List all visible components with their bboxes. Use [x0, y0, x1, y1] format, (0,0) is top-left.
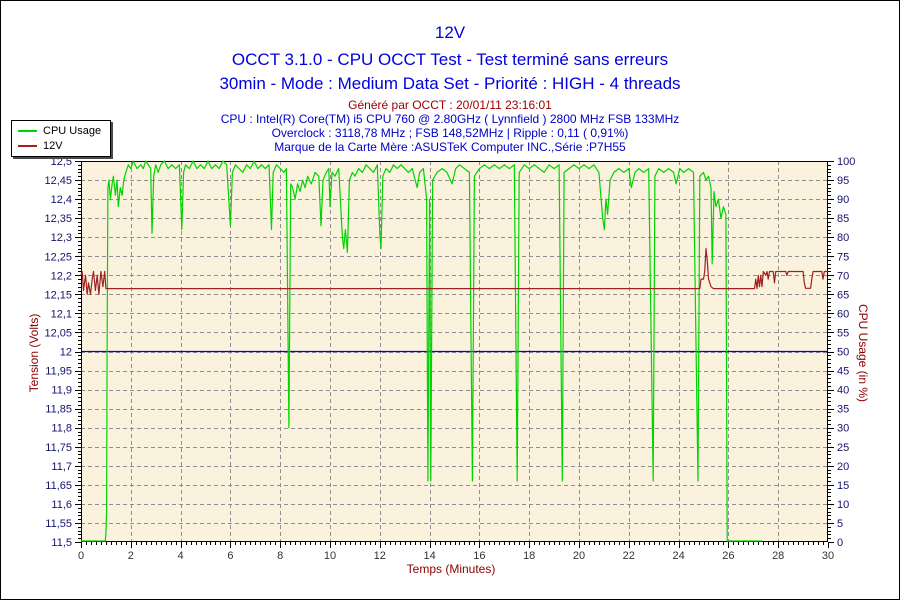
svg-text:16: 16 — [473, 550, 485, 562]
plot-root: 0 2 4 6 8 10 12 14 16 18 20 22 24 26 28 3011,511,5511,6… — [44, 156, 855, 562]
svg-text:11,75: 11,75 — [45, 442, 72, 454]
plot-border — [81, 161, 828, 542]
svg-text:6: 6 — [227, 550, 233, 562]
generated-timestamp: Généré par OCCT : 20/01/11 23:16:01 — [348, 98, 552, 112]
svg-text:11,9: 11,9 — [51, 385, 72, 397]
axis-ticks — [75, 161, 834, 548]
svg-text:50: 50 — [837, 347, 849, 359]
svg-text:12: 12 — [374, 550, 386, 562]
svg-text:12,3: 12,3 — [51, 232, 72, 244]
svg-text:12,45: 12,45 — [44, 175, 72, 187]
svg-text:30: 30 — [837, 423, 849, 435]
svg-text:12,15: 12,15 — [44, 289, 72, 301]
overclock-info-line: Overclock : 3118,78 MHz ; FSB 148,52MHz … — [271, 126, 629, 140]
svg-text:75: 75 — [837, 251, 849, 263]
svg-text:12,1: 12,1 — [51, 308, 72, 320]
legend-label-12v: 12V — [43, 139, 63, 152]
svg-text:20: 20 — [573, 550, 585, 562]
svg-text:18: 18 — [523, 550, 535, 562]
svg-text:80: 80 — [837, 232, 849, 244]
voltage-12v-line — [80, 248, 828, 295]
svg-text:12,4: 12,4 — [51, 194, 72, 206]
svg-text:90: 90 — [837, 194, 849, 206]
svg-text:12,5: 12,5 — [51, 156, 72, 168]
svg-text:12,25: 12,25 — [44, 251, 72, 263]
svg-text:11,5: 11,5 — [51, 537, 72, 549]
cpu-usage-line — [81, 160, 762, 542]
svg-text:28: 28 — [772, 550, 784, 562]
svg-text:85: 85 — [837, 213, 849, 225]
svg-text:22: 22 — [623, 550, 635, 562]
svg-text:11,55: 11,55 — [45, 518, 72, 530]
motherboard-info-line: Marque de la Carte Mère :ASUSTeK Compute… — [274, 140, 626, 154]
legend-item-cpu-usage: CPU Usage — [18, 123, 101, 138]
svg-text:4: 4 — [178, 550, 184, 562]
svg-text:11,95: 11,95 — [45, 366, 72, 378]
svg-text:95: 95 — [837, 175, 849, 187]
test-settings-subtitle: 30min - Mode : Medium Data Set - Priorit… — [219, 74, 681, 93]
svg-text:30: 30 — [822, 550, 834, 562]
svg-text:11,85: 11,85 — [45, 404, 72, 416]
svg-text:12,05: 12,05 — [44, 327, 72, 339]
svg-text:25: 25 — [837, 442, 849, 454]
voltage-line-swatch — [18, 144, 37, 147]
svg-text:14: 14 — [423, 550, 435, 562]
chart-title: 12V — [434, 23, 466, 42]
svg-text:0: 0 — [78, 550, 84, 562]
svg-text:0: 0 — [837, 537, 843, 549]
svg-text:12,35: 12,35 — [44, 213, 72, 225]
y-right-axis-title: CPU Usage (in %) — [856, 303, 870, 403]
svg-text:65: 65 — [837, 289, 849, 301]
cpu-usage-line-swatch — [18, 129, 37, 132]
legend-item-12v: 12V — [18, 138, 101, 153]
svg-text:55: 55 — [837, 327, 849, 339]
svg-text:45: 45 — [837, 366, 849, 378]
svg-text:2: 2 — [128, 550, 134, 562]
svg-text:100: 100 — [837, 156, 855, 168]
svg-text:10: 10 — [324, 550, 336, 562]
y-left-axis-title: Tension (Volts) — [27, 313, 41, 393]
svg-text:5: 5 — [837, 518, 843, 530]
svg-text:10: 10 — [837, 499, 849, 511]
svg-text:24: 24 — [672, 550, 684, 562]
svg-text:26: 26 — [722, 550, 734, 562]
legend-label-cpu-usage: CPU Usage — [43, 124, 102, 137]
svg-text:12,2: 12,2 — [51, 270, 72, 282]
svg-text:70: 70 — [837, 270, 849, 282]
test-result-subtitle: OCCT 3.1.0 - CPU OCCT Test - Test termin… — [231, 50, 669, 69]
svg-text:60: 60 — [837, 308, 849, 320]
svg-text:35: 35 — [837, 404, 849, 416]
svg-text:11,6: 11,6 — [51, 499, 72, 511]
svg-text:11,65: 11,65 — [45, 480, 72, 492]
svg-text:11,8: 11,8 — [51, 423, 72, 435]
svg-text:40: 40 — [837, 385, 849, 397]
tick-labels: 0 2 4 6 8 10 12 14 16 18 20 22 24 26 28 3011,511,5511,6… — [44, 156, 855, 562]
svg-text:12: 12 — [60, 347, 72, 359]
svg-text:11,7: 11,7 — [51, 461, 72, 473]
svg-text:8: 8 — [277, 550, 283, 562]
chart-legend: CPU Usage 12V — [11, 120, 112, 157]
svg-text:15: 15 — [837, 480, 849, 492]
svg-text:20: 20 — [837, 461, 849, 473]
cpu-info-line: CPU : Intel(R) Core(TM) i5 CPU 760 @ 2.8… — [220, 112, 680, 126]
x-axis-title: Temps (Minutes) — [406, 562, 496, 576]
